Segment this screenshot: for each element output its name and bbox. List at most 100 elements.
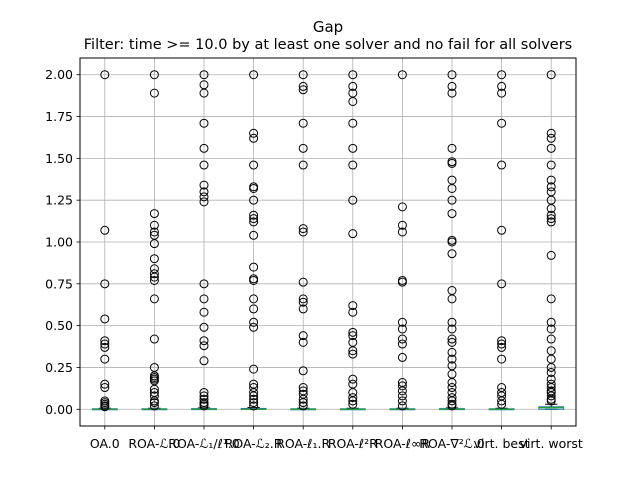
outlier-point — [149, 334, 159, 344]
outlier-point — [199, 192, 209, 202]
outlier-point — [348, 81, 358, 91]
outlier-point — [149, 209, 159, 219]
y-tick-label: 0.50 — [45, 318, 73, 333]
outlier-point — [149, 70, 159, 80]
outlier-point — [497, 399, 507, 409]
outlier-point — [447, 209, 457, 219]
outlier-point — [199, 118, 209, 128]
outlier-point — [100, 314, 110, 324]
y-tick-label: 2.00 — [45, 67, 73, 82]
x-tick-label: ROA-∇²ℒ.0 — [419, 436, 484, 451]
outlier-point — [298, 331, 308, 341]
outlier-point — [447, 183, 457, 193]
outlier-point — [546, 367, 556, 377]
outlier-point — [298, 160, 308, 170]
outlier-point — [546, 70, 556, 80]
outlier-point — [249, 364, 259, 374]
outlier-point — [199, 388, 209, 398]
outlier-point — [100, 225, 110, 235]
outlier-point — [100, 383, 110, 393]
outlier-point — [249, 401, 259, 411]
outlier-point — [397, 391, 407, 401]
outlier-point — [100, 336, 110, 346]
outlier-point — [546, 362, 556, 372]
y-tick-label: 1.75 — [45, 109, 73, 124]
outlier-point — [447, 334, 457, 344]
outlier-point — [199, 401, 209, 411]
outlier-point — [149, 275, 159, 285]
outlier-point — [348, 331, 358, 341]
x-tick-label: ROA-ℒ.0 — [128, 436, 180, 451]
outlier-point — [348, 118, 358, 128]
outlier-point — [100, 354, 110, 364]
outlier-point — [546, 204, 556, 214]
outlier-point — [149, 227, 159, 237]
outlier-point — [199, 294, 209, 304]
outlier-point — [546, 324, 556, 334]
outlier-point — [249, 394, 259, 404]
outlier-point — [249, 160, 259, 170]
outlier-point — [249, 214, 259, 224]
outlier-point — [447, 70, 457, 80]
outlier-point — [100, 70, 110, 80]
outlier-point — [249, 262, 259, 272]
outlier-point — [397, 227, 407, 237]
outlier-point — [348, 396, 358, 406]
outlier-point — [497, 225, 507, 235]
outlier-point — [199, 180, 209, 190]
outlier-point — [100, 339, 110, 349]
outlier-point — [497, 339, 507, 349]
outlier-point — [298, 143, 308, 153]
outlier-point — [249, 210, 259, 220]
outlier-point — [298, 383, 308, 393]
outlier-point — [397, 334, 407, 344]
outlier-point — [447, 354, 457, 364]
outlier-point — [100, 402, 110, 412]
outlier-point — [149, 398, 159, 408]
outlier-point — [348, 349, 358, 359]
outlier-point — [397, 381, 407, 391]
outlier-point — [546, 294, 556, 304]
outlier-point — [397, 202, 407, 212]
outlier-point — [298, 401, 308, 411]
grid-layer — [80, 58, 576, 426]
x-tick-label: OA.0 — [90, 436, 120, 451]
outlier-point — [546, 175, 556, 185]
x-tick-label: ROA-ℓ₁.R — [276, 436, 330, 451]
outlier-point — [249, 230, 259, 240]
outlier-point — [199, 356, 209, 366]
outlier-point — [546, 250, 556, 260]
outlier-point — [298, 224, 308, 234]
outlier-point — [298, 118, 308, 128]
outlier-point — [447, 317, 457, 327]
y-tick-label: 1.25 — [45, 193, 73, 208]
outlier-point — [348, 399, 358, 409]
outlier-point — [497, 336, 507, 346]
chart-subtitle: Filter: time >= 10.0 by at least one sol… — [84, 37, 572, 53]
outlier-point — [149, 239, 159, 249]
outlier-point — [249, 195, 259, 205]
outlier-point — [546, 396, 556, 406]
y-tick-label: 1.00 — [45, 235, 73, 250]
x-tick-label: ROA-ℒ₂.R — [225, 436, 283, 451]
outlier-point — [348, 307, 358, 317]
x-tick-label: virt. best — [474, 436, 530, 451]
outlier-point — [546, 391, 556, 401]
outlier-point — [199, 394, 209, 404]
outlier-point — [546, 214, 556, 224]
outlier-point — [348, 301, 358, 311]
outlier-point — [497, 354, 507, 364]
outlier-point — [447, 81, 457, 91]
axis-layer: 0.00 0.25 0.50 0.75 1.00 1.25 1.50 1.75 2.00 OA.0… — [45, 57, 583, 451]
outlier-point — [546, 143, 556, 153]
outlier-point — [497, 70, 507, 80]
outlier-point — [249, 391, 259, 401]
outlier-point — [298, 227, 308, 237]
outlier-point — [149, 384, 159, 394]
outlier-point — [497, 396, 507, 406]
x-tick-label: ROA-ℓ²R — [328, 436, 378, 451]
x-tick-label: virt. worst — [520, 436, 583, 451]
axes-frame — [79, 57, 577, 427]
